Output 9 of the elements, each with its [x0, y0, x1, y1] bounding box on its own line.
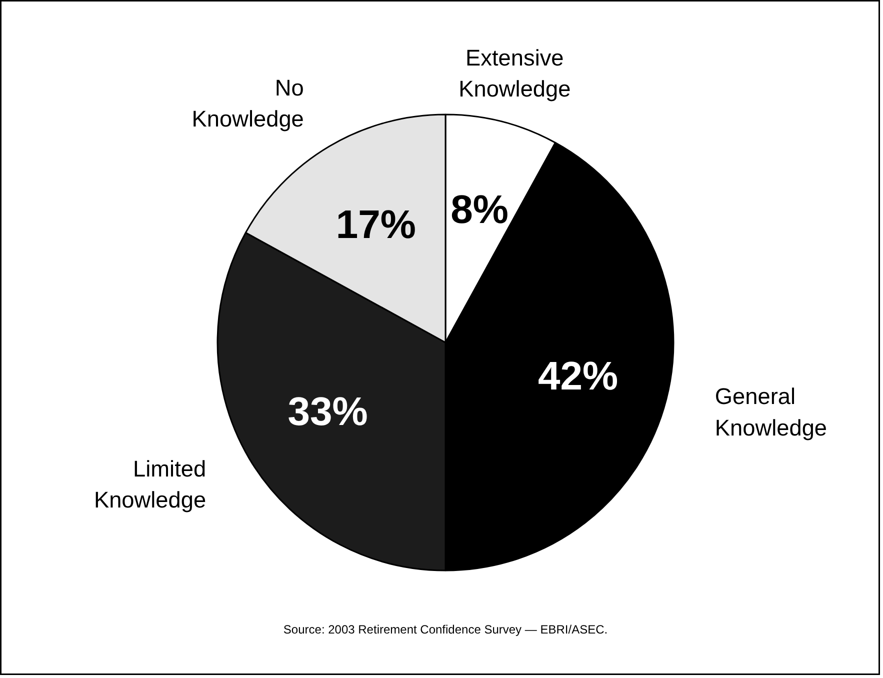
slice-label: Limited Knowledge: [94, 455, 206, 513]
data-label: 8%: [450, 188, 508, 232]
data-label: 33%: [288, 390, 368, 434]
slice-label: Extensive Knowledge: [458, 44, 571, 102]
slice-label: No Knowledge: [192, 74, 304, 132]
data-label: 42%: [538, 354, 618, 399]
data-label: 17%: [336, 202, 416, 247]
slice-label: General Knowledge: [714, 383, 828, 440]
source-note: Source: 2003 Retirement Confidence Survey — EBRI/ASEC.: [283, 622, 608, 636]
